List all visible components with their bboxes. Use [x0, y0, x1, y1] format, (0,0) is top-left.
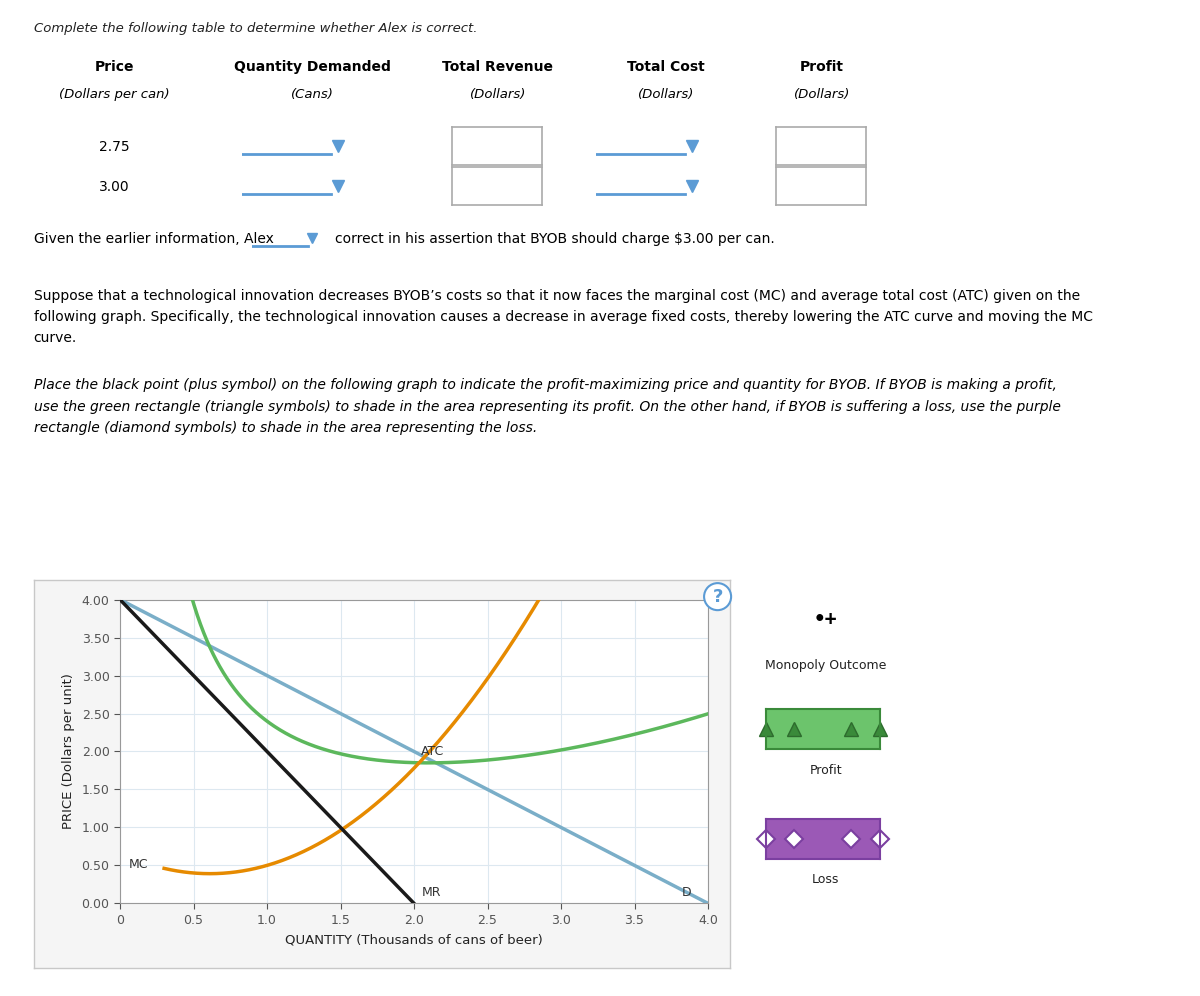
Text: Total Revenue: Total Revenue — [443, 60, 553, 74]
Text: Given the earlier information, Alex: Given the earlier information, Alex — [34, 232, 274, 246]
Text: Loss: Loss — [812, 873, 839, 886]
Text: Place the black point (plus symbol) on the following graph to indicate the profi: Place the black point (plus symbol) on t… — [34, 378, 1061, 435]
Text: Total Cost: Total Cost — [628, 60, 704, 74]
Text: (Dollars per can): (Dollars per can) — [59, 88, 169, 101]
Text: 3.00: 3.00 — [98, 180, 130, 194]
Text: MR: MR — [421, 885, 440, 898]
Text: Price: Price — [95, 60, 133, 74]
Text: ATC: ATC — [421, 745, 444, 758]
Text: 2.75: 2.75 — [98, 140, 130, 154]
Text: MC: MC — [128, 858, 149, 871]
Text: Quantity Demanded: Quantity Demanded — [234, 60, 390, 74]
Text: (Dollars): (Dollars) — [470, 88, 526, 101]
Text: (Cans): (Cans) — [290, 88, 334, 101]
X-axis label: QUANTITY (Thousands of cans of beer): QUANTITY (Thousands of cans of beer) — [286, 933, 542, 947]
Text: Complete the following table to determine whether Alex is correct.: Complete the following table to determin… — [34, 22, 478, 35]
Text: •+: •+ — [814, 610, 838, 629]
Text: (Dollars): (Dollars) — [794, 88, 850, 101]
Text: Suppose that a technological innovation decreases BYOB’s costs so that it now fa: Suppose that a technological innovation … — [34, 289, 1092, 346]
Text: D: D — [682, 885, 691, 898]
Text: Monopoly Outcome: Monopoly Outcome — [764, 659, 887, 672]
Text: correct in his assertion that BYOB should charge $3.00 per can.: correct in his assertion that BYOB shoul… — [335, 232, 774, 246]
Text: (Dollars): (Dollars) — [638, 88, 694, 101]
Text: Profit: Profit — [800, 60, 844, 74]
Text: Profit: Profit — [809, 764, 842, 777]
Y-axis label: PRICE (Dollars per unit): PRICE (Dollars per unit) — [61, 673, 74, 830]
Text: ?: ? — [713, 588, 722, 606]
